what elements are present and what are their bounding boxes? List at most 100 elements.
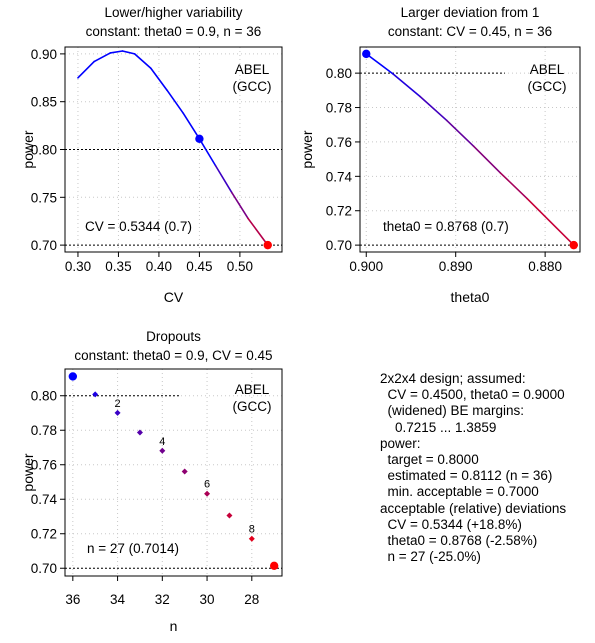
annotation-cv: CV = 0.5344 (0.7) [85,219,192,234]
y-axis-label-cv: power [20,130,36,168]
data-point [248,535,255,542]
plot-frame-n [64,368,283,577]
plot-frame-theta0 [359,46,581,253]
y-axis-label-theta0: power [299,130,315,168]
end-point-marker [269,561,279,571]
end-point-marker [569,240,578,250]
annotation-theta0: theta0 = 0.8768 (0.7) [383,219,509,234]
legend-abel: ABEL [530,62,565,77]
x-tick-label: 0.890 [439,259,473,274]
summary-line: acceptable (relative) deviations [380,500,567,516]
y-tick-label: 0.85 [31,95,57,110]
legend-abel: ABEL [235,62,270,77]
legend-gcc: (GCC) [528,79,567,94]
data-point [114,409,121,416]
summary-line: min. acceptable = 0.7000 [380,484,539,500]
y-tick-label: 0.72 [326,204,352,219]
summary-line: theta0 = 0.8768 (-2.58%) [380,532,538,548]
y-tick-label: 0.70 [31,238,57,253]
y-tick-label: 0.70 [31,561,57,576]
curve-segment [150,67,168,92]
x-tick-label: 34 [110,592,126,607]
y-axis-label-n: power [20,453,36,491]
x-tick-label: 0.900 [349,259,383,274]
legend-gcc: (GCC) [233,399,272,414]
end-point-marker [263,240,272,250]
curve-segment [247,217,269,246]
start-point-marker [362,49,371,59]
annotation-n: n = 27 (0.7014) [87,541,179,556]
x-axis-label-theta0: theta0 [451,289,490,305]
summary-line: 2x2x4 design; assumed: [380,371,526,386]
x-tick-label: 0.880 [528,259,562,274]
x-axis-label-n: n [170,618,178,634]
legend-abel: ABEL [235,382,270,397]
point-label: 6 [204,479,210,491]
curve-segment [365,53,394,75]
panel-title-theta0: Larger deviation from 1 [401,5,540,20]
start-point-marker [68,372,78,381]
y-tick-label: 0.90 [31,47,57,62]
curve-segment [93,52,112,63]
x-tick-label: 30 [200,592,215,607]
curve-segment [499,172,529,200]
curve-segment [230,191,249,220]
panel-title-n: Dropouts [146,329,201,344]
point-label: 2 [115,398,121,410]
curve-segment [121,50,136,55]
panel-subtitle-n: constant: theta0 = 0.9, CV = 0.45 [74,348,272,363]
summary-line: target = 0.8000 [380,451,479,467]
data-point [204,490,211,497]
panel-title-cv: Lower/higher variability [104,5,242,20]
x-tick-label: 0.35 [105,259,131,274]
summary-line: power: [380,435,421,451]
x-tick-label: 0.30 [65,259,91,274]
data-point [181,468,188,475]
curve-segment [214,164,233,194]
summary-line: (widened) BE margins: [380,403,525,419]
curve-segment [472,145,502,174]
curve-segment [182,112,201,140]
point-label: 8 [249,524,255,536]
curve-segment [526,197,575,246]
point-label: 4 [159,436,165,448]
y-tick-label: 0.78 [326,101,352,116]
start-point-marker [195,134,204,143]
data-point [136,429,143,436]
summary-line: 0.7215 ... 1.3859 [380,419,497,435]
summary-line: estimated = 0.8112 (n = 36) [380,468,553,484]
curve-segment [392,73,421,98]
x-tick-label: 36 [65,592,80,607]
data-point [92,391,99,398]
panel-subtitle-cv: constant: theta0 = 0.9, n = 36 [86,24,262,39]
x-axis-label-cv: CV [164,289,184,305]
summary-text: 2x2x4 design; assumed: CV = 0.4500, thet… [380,371,566,565]
x-tick-label: 0.50 [227,259,253,274]
y-tick-label: 0.80 [326,66,352,81]
y-tick-label: 0.74 [31,492,58,507]
y-tick-label: 0.76 [31,458,57,473]
curve-segment [166,89,185,114]
curve-segment [198,137,217,167]
y-tick-label: 0.76 [326,135,352,150]
curve-segment [419,95,448,122]
data-point [159,447,166,454]
x-tick-label: 32 [155,592,170,607]
curve-segment [77,60,95,79]
data-point [226,512,233,519]
y-tick-label: 0.80 [31,143,57,158]
summary-line: CV = 0.5344 (+18.8%) [380,516,522,532]
y-tick-label: 0.75 [31,190,57,205]
y-tick-label: 0.80 [31,389,57,404]
curve-segment [109,50,124,54]
legend-gcc: (GCC) [233,79,272,94]
x-tick-label: 0.45 [186,259,212,274]
y-tick-label: 0.70 [326,238,352,253]
panel-subtitle-theta0: constant: CV = 0.45, n = 36 [388,24,552,39]
curve-segment [133,53,152,70]
x-tick-label: 0.40 [146,259,172,274]
y-tick-label: 0.72 [31,527,57,542]
y-tick-label: 0.78 [31,423,57,438]
curve-segment [445,119,475,148]
